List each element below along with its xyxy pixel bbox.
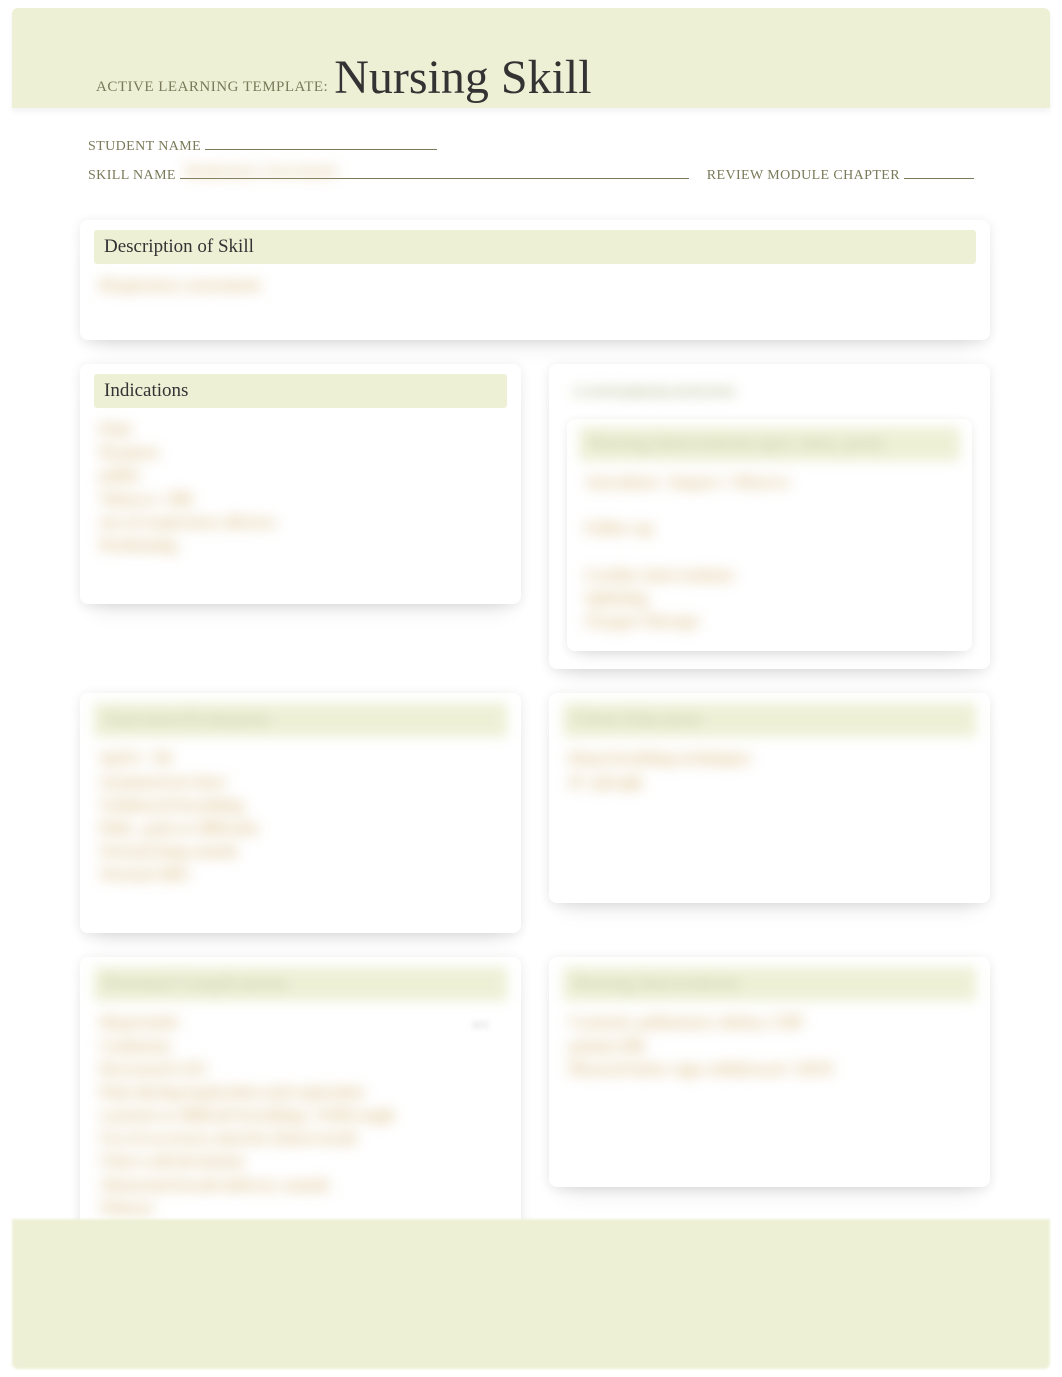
description-title: Description of Skill — [94, 230, 976, 264]
footer-band — [12, 1219, 1050, 1369]
row-3-left: Potential Complications Hypoxemia Confus… — [80, 957, 521, 1240]
row-2: Outcomes/Evaluation SpO2 > 96 Symmetrica… — [80, 693, 990, 933]
nursing-interventions-body: Cyanosis, pulmonary edema, CHF patient H… — [567, 1009, 972, 1083]
complications-body: Hypoxemia Confusion Decreased LOC Pain d… — [98, 1009, 503, 1222]
tiny-side-mark: A11 — [472, 1020, 489, 1031]
row-3-right: Nursing Interventions Cyanosis, pulmonar… — [549, 957, 990, 1240]
considerations-card: CONSIDERATIONS Nursing Interventions (pr… — [549, 364, 990, 669]
client-education-body: Deep breathing techniques IC spiragh — [567, 745, 972, 795]
row-2-left: Outcomes/Evaluation SpO2 > 96 Symmetrica… — [80, 693, 521, 933]
page: ACTIVE LEARNING TEMPLATE: Nursing Skill … — [0, 0, 1062, 1377]
complications-body-text: Hypoxemia Confusion Decreased LOC Pain d… — [100, 1011, 501, 1220]
description-body-text: Respiratory assessment — [100, 274, 970, 297]
outcomes-card: Outcomes/Evaluation SpO2 > 96 Symmetrica… — [80, 693, 521, 933]
indications-card: Indications Pain Dyspnea pallor Tobacco … — [80, 364, 521, 604]
complications-card: Potential Complications Hypoxemia Confus… — [80, 957, 521, 1240]
indications-body: Pain Dyspnea pallor Tobacco / HR use of … — [98, 416, 503, 559]
client-education-title: Client Education — [563, 703, 976, 737]
row-2-right: Client Education Deep breathing techniqu… — [549, 693, 990, 933]
skill-name-row: SKILL NAME Respiratory Assessment REVIEW… — [88, 165, 974, 184]
indications-body-text: Pain Dyspnea pallor Tobacco / HR use of … — [100, 418, 501, 557]
considerations-body: Auscultate / Inspect / Observe Follow up… — [583, 469, 956, 635]
chapter-line[interactable] — [904, 165, 974, 179]
skill-name-label: SKILL NAME — [88, 168, 176, 184]
skill-name-value: Respiratory Assessment — [186, 164, 338, 180]
chapter-label: REVIEW MODULE CHAPTER — [707, 168, 900, 184]
outcomes-body-text: SpO2 > 96 Symmetrical chest Unlabored br… — [100, 747, 501, 886]
outcomes-title: Outcomes/Evaluation — [94, 703, 507, 737]
meta-block: STUDENT NAME SKILL NAME Respiratory Asse… — [12, 108, 1050, 194]
row-1: Indications Pain Dyspnea pallor Tobacco … — [80, 364, 990, 669]
considerations-inner-title: Nursing Interventions (pre, intra, post) — [579, 427, 960, 461]
content: Description of Skill Respiratory assessm… — [12, 194, 1050, 1260]
client-education-body-text: Deep breathing techniques IC spiragh — [569, 747, 970, 793]
description-card: Description of Skill Respiratory assessm… — [80, 220, 990, 340]
nursing-interventions-title: Nursing Interventions — [563, 967, 976, 1001]
row-3: Potential Complications Hypoxemia Confus… — [80, 957, 990, 1240]
complications-title: Potential Complications — [94, 967, 507, 1001]
considerations-inner-card: Nursing Interventions (pre, intra, post)… — [567, 419, 972, 651]
header-band: ACTIVE LEARNING TEMPLATE: Nursing Skill — [12, 8, 1050, 108]
nursing-interventions-body-text: Cyanosis, pulmonary edema, CHF patient H… — [569, 1011, 970, 1081]
outcomes-body: SpO2 > 96 Symmetrical chest Unlabored br… — [98, 745, 503, 888]
student-name-label: STUDENT NAME — [88, 139, 201, 155]
header-prefix: ACTIVE LEARNING TEMPLATE: — [96, 79, 328, 96]
row-1-left: Indications Pain Dyspnea pallor Tobacco … — [80, 364, 521, 669]
client-education-card: Client Education Deep breathing techniqu… — [549, 693, 990, 903]
nursing-interventions-card: Nursing Interventions Cyanosis, pulmonar… — [549, 957, 990, 1187]
description-body: Respiratory assessment — [98, 272, 972, 299]
skill-name-line[interactable]: Respiratory Assessment — [180, 165, 689, 179]
considerations-label: CONSIDERATIONS — [567, 378, 972, 413]
considerations-body-text: Auscultate / Inspect / Observe Follow up… — [585, 471, 954, 633]
header-title: Nursing Skill — [334, 54, 591, 102]
row-1-right: CONSIDERATIONS Nursing Interventions (pr… — [549, 364, 990, 669]
indications-title: Indications — [94, 374, 507, 408]
student-name-line[interactable] — [205, 136, 437, 150]
student-name-row: STUDENT NAME — [88, 136, 974, 155]
